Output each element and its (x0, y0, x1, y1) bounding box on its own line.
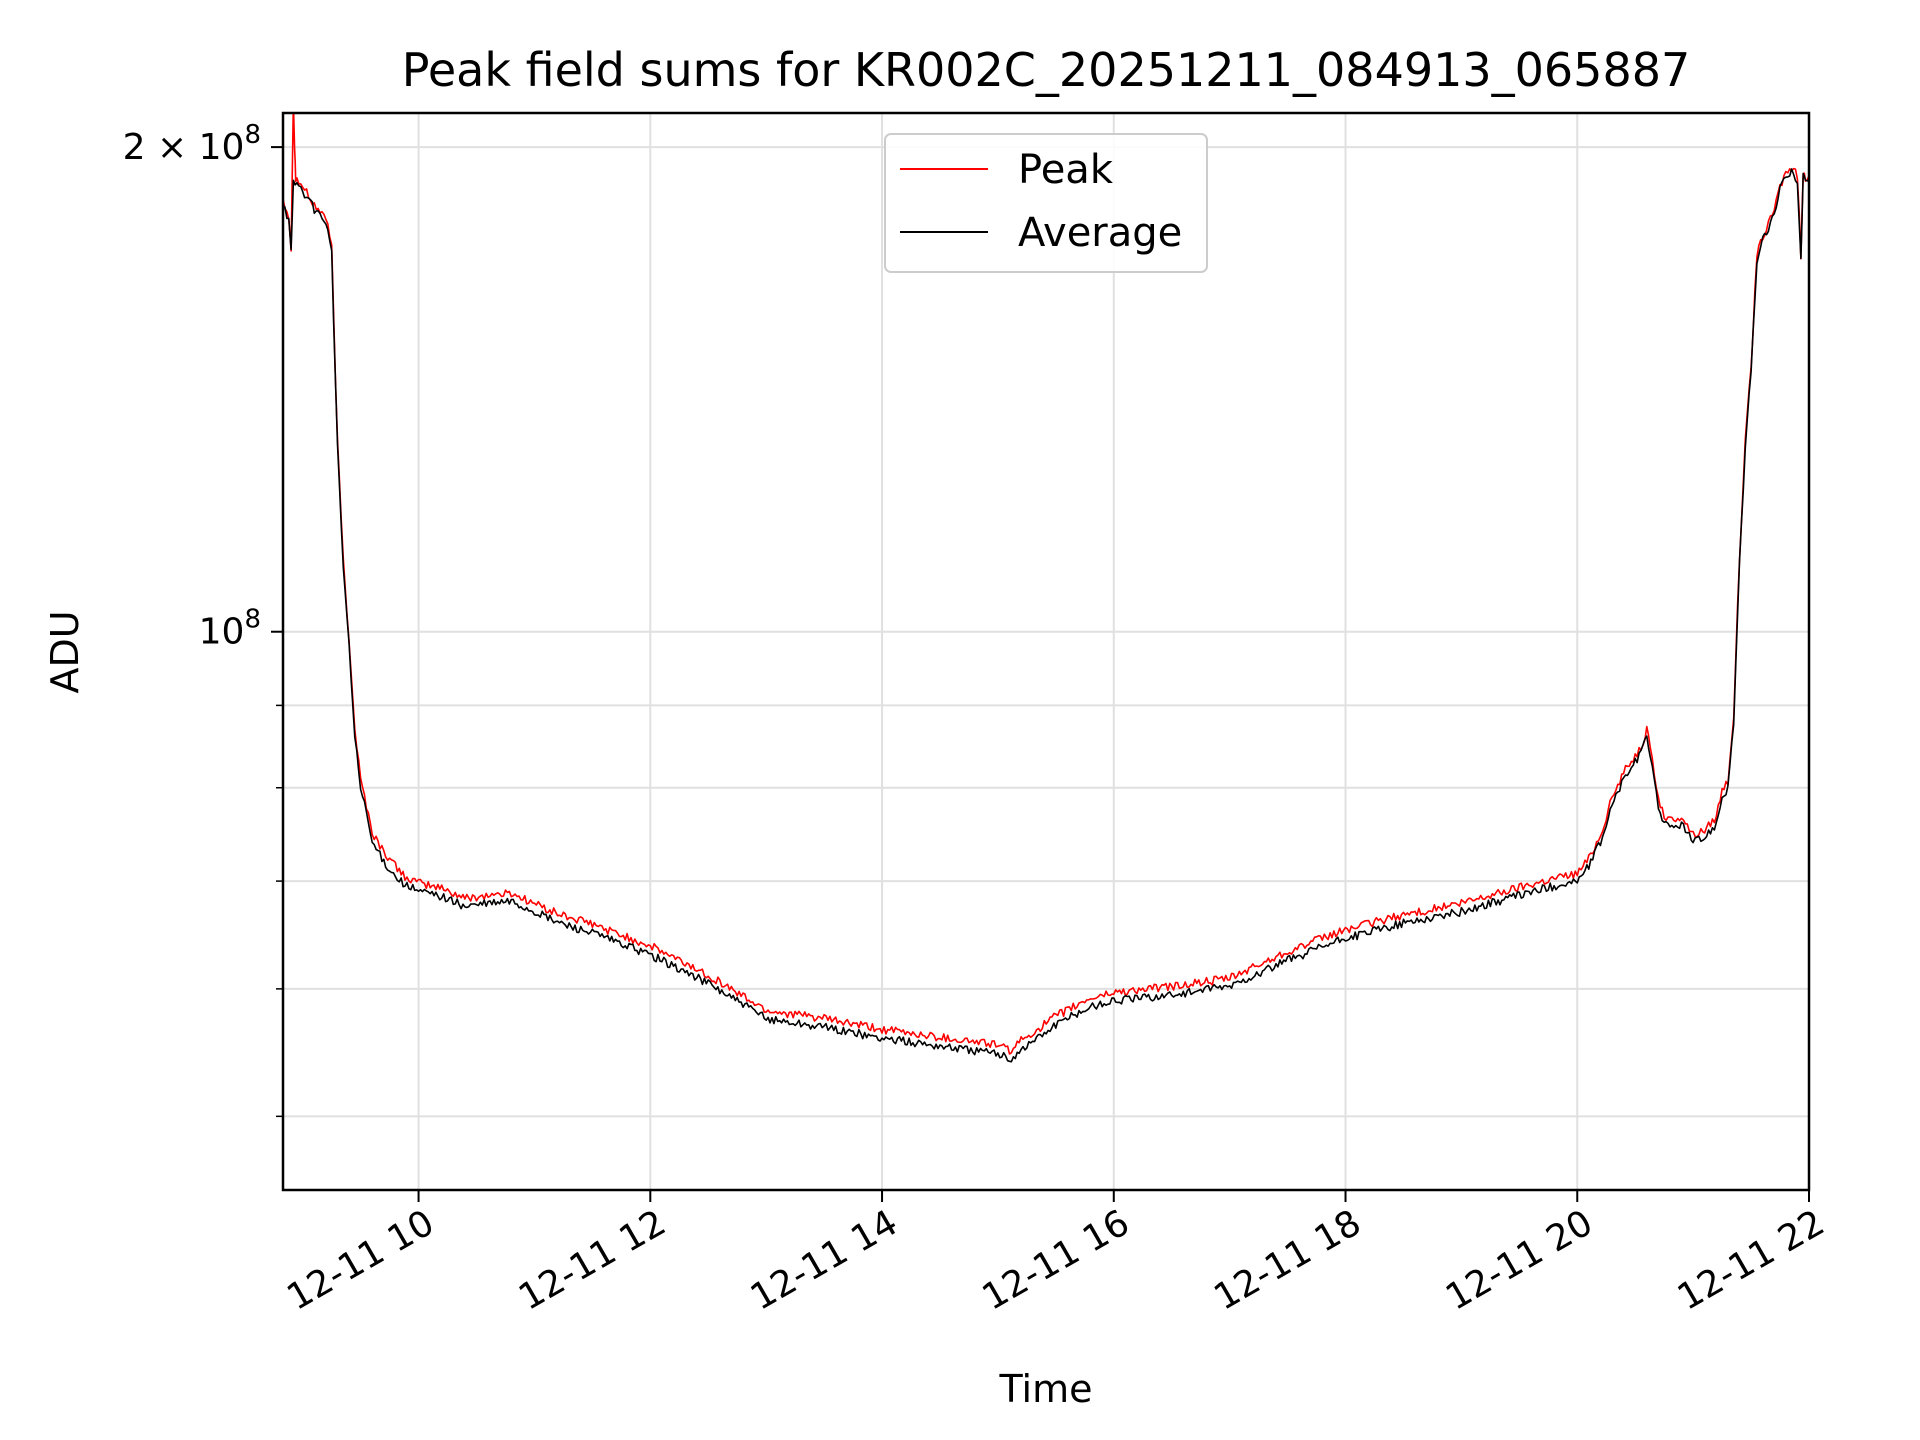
series-line-average (283, 168, 1809, 1063)
legend-label-average: Average (1018, 210, 1182, 256)
plot-area (283, 113, 1809, 1063)
legend-label-peak: Peak (1018, 147, 1114, 193)
chart-title: Peak field sums for KR002C_20251211_0849… (402, 43, 1691, 97)
y-axis-label: ADU (43, 610, 87, 693)
series-line-peak (283, 113, 1809, 1055)
grid-lines (283, 113, 1809, 1190)
y-tick-label: 108 (199, 605, 261, 653)
y-tick-label: 2 × 108 (123, 120, 261, 168)
legend: Peak Average (884, 133, 1208, 273)
axes-frame (281, 111, 1811, 1192)
x-axis-label: Time (999, 1367, 1093, 1411)
